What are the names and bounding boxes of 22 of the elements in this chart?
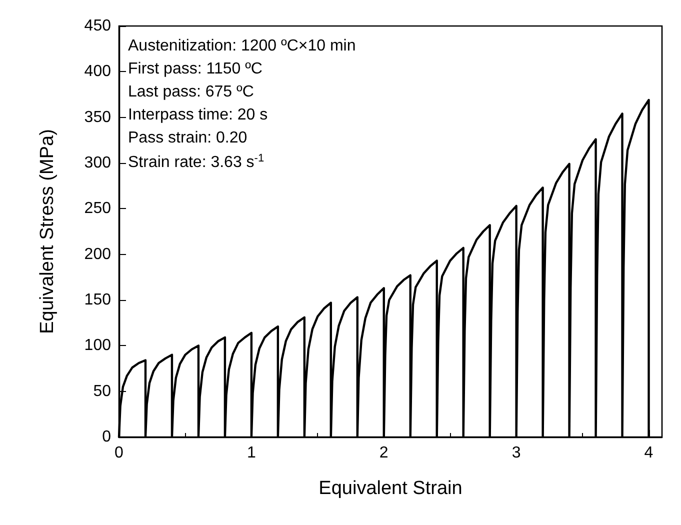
y-axis-title: Equivalent Stress (MPa): [37, 129, 58, 334]
x-tick-label: 3: [512, 444, 521, 462]
y-tick-label: 400: [84, 63, 112, 80]
annotation: Interpass time: 20 s: [128, 106, 268, 124]
y-tick-label: 100: [84, 337, 112, 354]
y-tick-label: 50: [93, 382, 112, 400]
x-tick-label: 1: [246, 444, 256, 462]
y-tick-label: 450: [84, 18, 112, 34]
annotation: Austenitization: 1200 ºC×10 min: [128, 38, 356, 54]
y-tick-label: 0: [102, 428, 112, 446]
y-tick-label: 300: [84, 154, 112, 172]
x-tick-label: 2: [379, 444, 388, 462]
annotation: Pass strain: 0.20: [128, 130, 248, 146]
y-tick-label: 200: [84, 246, 112, 263]
y-tick-label: 250: [84, 200, 112, 218]
y-tick-label: 350: [84, 108, 112, 126]
y-tick-label: 150: [84, 292, 112, 308]
x-axis-title: Equivalent Strain: [318, 478, 462, 499]
annotation: First pass: 1150 ºC: [128, 60, 262, 78]
annotation: Last pass: 675 ºC: [128, 84, 254, 100]
x-tick-label: 4: [644, 444, 654, 462]
x-tick-label: 0: [114, 444, 124, 462]
